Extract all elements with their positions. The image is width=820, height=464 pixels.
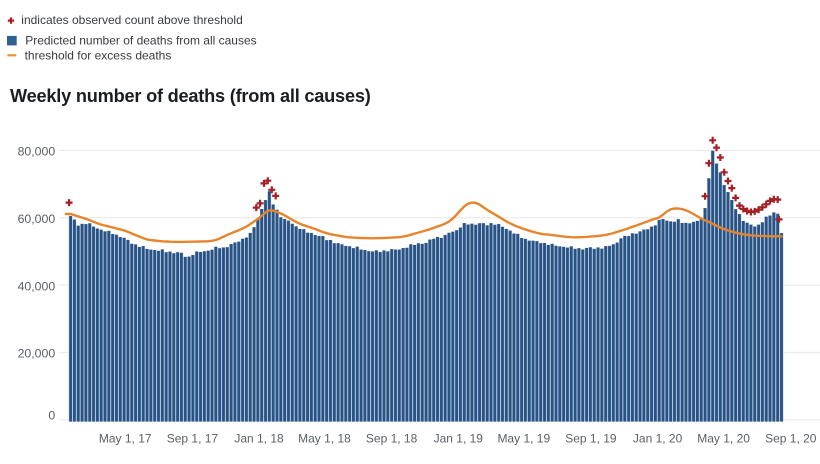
svg-text:Jan 1, 19: Jan 1, 19 — [434, 431, 484, 445]
svg-text:May 1, 17: May 1, 17 — [99, 431, 152, 445]
svg-text:80,000: 80,000 — [18, 145, 56, 159]
svg-text:Sep 1, 18: Sep 1, 18 — [366, 431, 418, 445]
svg-text:20,000: 20,000 — [18, 347, 56, 361]
svg-text:May 1, 19: May 1, 19 — [497, 431, 550, 445]
svg-text:40,000: 40,000 — [18, 279, 56, 293]
svg-text:Sep 1, 19: Sep 1, 19 — [565, 431, 617, 445]
svg-text:0: 0 — [48, 409, 55, 423]
svg-text:threshold for excess deaths: threshold for excess deaths — [25, 48, 172, 62]
svg-text:May 1, 18: May 1, 18 — [298, 431, 351, 445]
svg-text:60,000: 60,000 — [18, 212, 56, 226]
svg-text:indicates observed count above: indicates observed count above threshold — [21, 13, 242, 27]
svg-text:Jan 1, 20: Jan 1, 20 — [633, 431, 683, 445]
svg-text:Sep 1, 20: Sep 1, 20 — [765, 431, 817, 445]
svg-text:Weekly number of deaths (from: Weekly number of deaths (from all causes… — [10, 86, 371, 106]
svg-text:Sep 1, 17: Sep 1, 17 — [167, 431, 219, 445]
svg-text:Predicted number of deaths fro: Predicted number of deaths from all caus… — [25, 34, 256, 48]
svg-text:Jan 1, 18: Jan 1, 18 — [234, 431, 284, 445]
svg-text:May 1, 20: May 1, 20 — [697, 431, 750, 445]
